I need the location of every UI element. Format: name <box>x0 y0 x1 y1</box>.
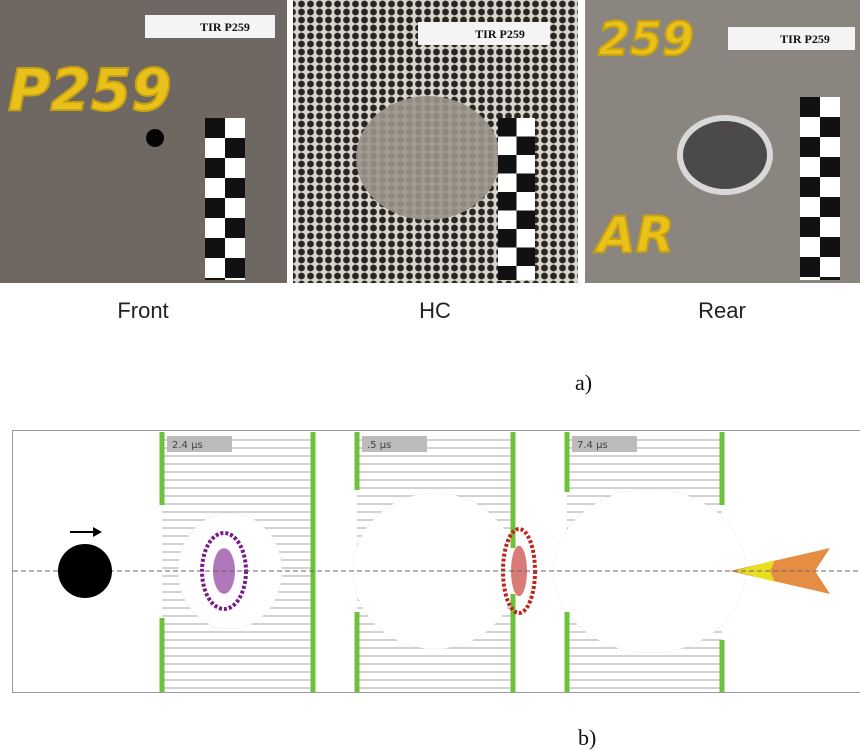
tag: TIR P259 <box>200 20 250 34</box>
ruler-square <box>205 278 225 280</box>
simulation: 2.4 µs .5 µs 7.4 µs <box>13 432 860 692</box>
ruler-square <box>800 257 820 277</box>
projectile <box>58 544 112 598</box>
ruler-square <box>498 266 517 280</box>
ruler-square <box>516 210 535 229</box>
tag: TIR P259 <box>780 32 830 46</box>
tag-box <box>145 15 275 38</box>
ruler-square <box>205 238 225 258</box>
marking: AR <box>593 206 674 264</box>
ruler-square <box>225 258 245 278</box>
debris-spray <box>730 548 830 594</box>
tag-box <box>418 22 550 45</box>
ruler-square <box>498 118 517 137</box>
ruler-square <box>225 178 245 198</box>
debris-core <box>735 560 775 582</box>
ruler-square <box>205 158 225 178</box>
marking: 259 <box>598 12 694 66</box>
ruler-square <box>516 136 535 155</box>
tag: TIR P259 <box>475 27 525 41</box>
marking: P259 <box>8 56 172 124</box>
caption: Front <box>117 298 168 323</box>
rear-hole <box>683 121 767 189</box>
ruler-square <box>820 277 840 280</box>
time-box <box>362 436 427 452</box>
time-box <box>167 436 232 452</box>
ruler-square <box>498 229 517 248</box>
ruler-square <box>498 155 517 174</box>
ruler-square <box>205 118 225 138</box>
time-label: .5 µs <box>367 440 391 451</box>
ruler-square <box>516 173 535 192</box>
panel-label: b) <box>578 725 596 750</box>
ruler-square <box>800 217 820 237</box>
ruler-square <box>225 218 245 238</box>
caption: Rear <box>698 298 746 323</box>
hc-damage <box>356 96 500 220</box>
time-label: 7.4 µs <box>577 440 608 451</box>
ruler-square <box>820 117 840 137</box>
time-box <box>572 436 637 452</box>
ruler-square <box>800 97 820 117</box>
caption: HC <box>419 298 451 323</box>
ruler-square <box>820 157 840 177</box>
ruler-square <box>516 247 535 266</box>
arrow-head <box>93 527 102 537</box>
ruler-square <box>800 137 820 157</box>
ruler-square <box>498 192 517 211</box>
time-label: 2.4 µs <box>172 440 203 451</box>
tag-box <box>728 27 855 50</box>
panel-label: a) <box>575 370 592 395</box>
ruler-square <box>225 138 245 158</box>
impact-hole <box>146 129 164 147</box>
ruler-square <box>820 197 840 217</box>
ruler-square <box>800 177 820 197</box>
ruler-square <box>205 198 225 218</box>
ruler-square <box>820 237 840 257</box>
